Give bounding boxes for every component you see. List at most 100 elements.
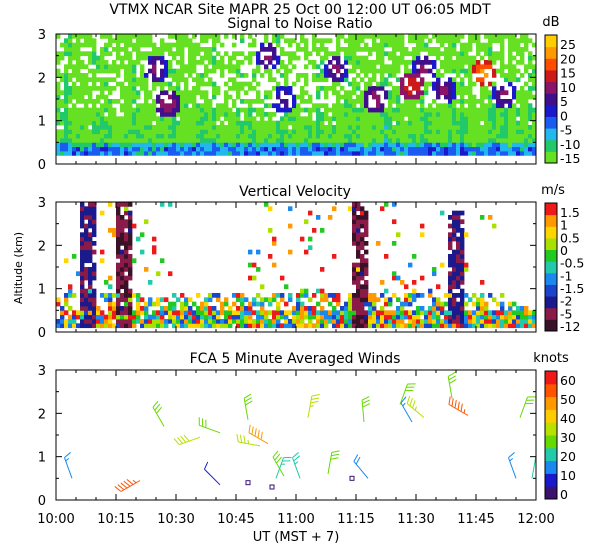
barb-flag xyxy=(361,396,370,401)
vv-cell xyxy=(272,323,277,329)
snr-cell xyxy=(324,51,329,57)
snr-cell xyxy=(380,86,385,91)
snr-cell xyxy=(328,86,333,91)
snr-cell xyxy=(392,125,397,130)
snr-cell xyxy=(192,94,197,100)
snr-cell xyxy=(132,99,137,104)
snr-cell xyxy=(76,133,81,139)
vv-cell xyxy=(368,314,373,320)
snr-cell xyxy=(108,107,113,113)
vv-cell xyxy=(124,280,129,285)
vv-cell xyxy=(360,210,365,216)
snr-cell xyxy=(100,60,105,65)
snr-cell xyxy=(532,142,536,148)
snr-cell xyxy=(488,64,493,70)
vv-cell xyxy=(524,306,529,311)
snr-cell xyxy=(472,142,477,148)
colorbar-label: 15 xyxy=(560,66,576,81)
vv-cell xyxy=(332,306,337,311)
snr-cell xyxy=(284,99,289,104)
snr-cell xyxy=(512,47,517,52)
snr-cell xyxy=(76,146,81,152)
snr-cell xyxy=(512,151,517,156)
snr-cell xyxy=(464,99,469,104)
vv-cell xyxy=(360,319,365,324)
snr-cell xyxy=(416,81,421,87)
snr-cell xyxy=(96,77,101,83)
snr-cell xyxy=(352,99,357,104)
vv-heatmap xyxy=(56,202,536,329)
snr-cell xyxy=(108,42,113,48)
snr-cell xyxy=(72,107,77,113)
snr-cell xyxy=(428,151,433,156)
snr-cell xyxy=(496,34,501,39)
snr-cell xyxy=(156,146,161,152)
vv-cell xyxy=(88,319,93,324)
snr-cell xyxy=(80,146,85,152)
vv-cell xyxy=(92,210,97,216)
snr-cell xyxy=(160,68,165,74)
snr-cell xyxy=(240,99,245,104)
snr-cell xyxy=(336,133,341,139)
vv-cell xyxy=(456,254,461,259)
snr-cell xyxy=(516,125,521,130)
snr-cell xyxy=(124,146,129,152)
snr-cell xyxy=(148,51,153,57)
snr-cell xyxy=(104,34,109,39)
snr-cell xyxy=(492,146,497,152)
vv-cell xyxy=(200,314,205,320)
snr-cell xyxy=(200,60,205,65)
snr-cell xyxy=(96,112,101,117)
snr-cell xyxy=(200,34,205,39)
vv-cell xyxy=(432,267,437,272)
snr-cell xyxy=(352,51,357,57)
snr-cell xyxy=(368,51,373,57)
snr-cell xyxy=(520,90,525,96)
vv-cell xyxy=(344,319,349,324)
vv-cell xyxy=(532,319,536,324)
snr-cell xyxy=(408,103,413,109)
snr-cell xyxy=(420,107,425,113)
snr-cell xyxy=(476,42,481,48)
colorbar-swatch xyxy=(545,396,557,410)
vv-cell xyxy=(208,310,213,316)
snr-cell xyxy=(436,142,441,148)
snr-cell xyxy=(140,138,145,143)
snr-cell xyxy=(308,120,313,126)
snr-cell xyxy=(152,86,157,91)
snr-cell xyxy=(520,73,525,78)
snr-cell xyxy=(76,77,81,83)
snr-cell xyxy=(396,34,401,39)
snr-cell xyxy=(488,133,493,139)
snr-cell xyxy=(216,34,221,39)
snr-cell xyxy=(456,38,461,44)
vv-cell xyxy=(132,323,137,329)
snr-cell xyxy=(184,103,189,109)
vv-cell xyxy=(356,267,361,272)
snr-cell xyxy=(180,34,185,39)
snr-cell xyxy=(480,47,485,52)
vv-cell xyxy=(336,319,341,324)
snr-cell xyxy=(72,55,77,61)
vv-cell xyxy=(496,301,501,307)
snr-cell xyxy=(460,81,465,87)
vv-cell xyxy=(84,215,89,220)
vv-cell xyxy=(380,280,385,285)
snr-cell xyxy=(388,125,393,130)
vv-cell xyxy=(104,297,109,303)
snr-cell xyxy=(56,133,61,139)
snr-cell xyxy=(168,133,173,139)
snr-cell xyxy=(124,51,129,57)
vv-cell xyxy=(232,314,237,320)
colorbar-swatch xyxy=(545,371,557,385)
snr-cell xyxy=(276,34,281,39)
snr-cell xyxy=(304,73,309,78)
snr-cell xyxy=(336,120,341,126)
snr-cell xyxy=(328,38,333,44)
vv-cell xyxy=(364,280,369,285)
snr-cell xyxy=(168,142,173,148)
snr-cell xyxy=(416,107,421,113)
vv-cell xyxy=(452,262,457,268)
snr-cell xyxy=(532,81,536,87)
snr-cell xyxy=(516,138,521,143)
